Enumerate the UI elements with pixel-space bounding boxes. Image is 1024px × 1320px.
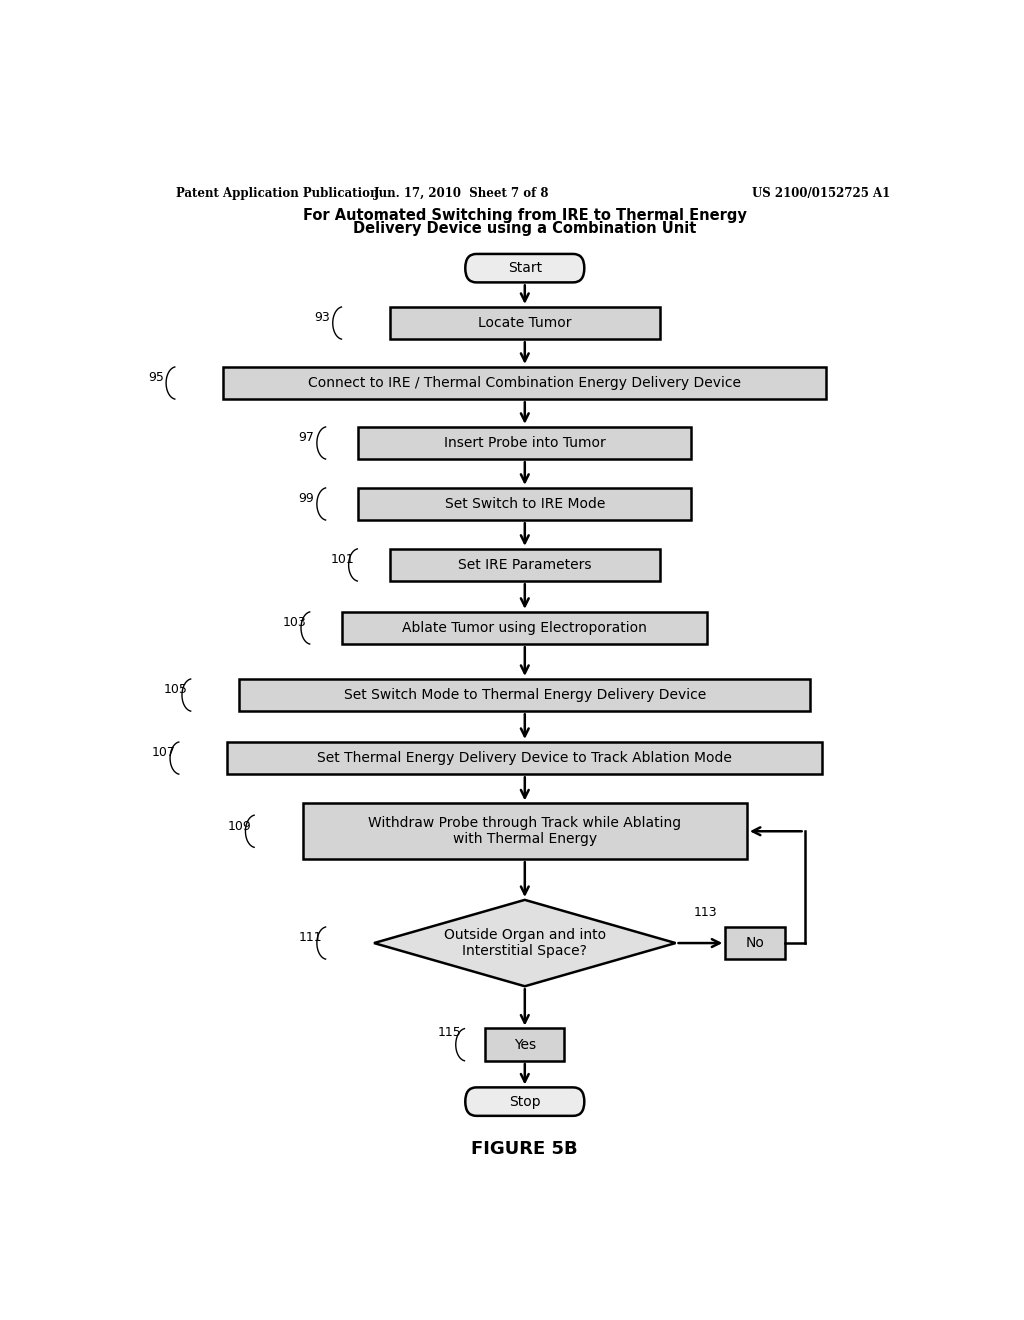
- Text: 103: 103: [283, 616, 306, 630]
- Text: US 2100/0152725 A1: US 2100/0152725 A1: [752, 187, 890, 199]
- FancyBboxPatch shape: [390, 306, 659, 339]
- FancyBboxPatch shape: [240, 678, 811, 711]
- Text: Insert Probe into Tumor: Insert Probe into Tumor: [444, 436, 605, 450]
- Text: 105: 105: [164, 684, 187, 697]
- Text: No: No: [745, 936, 764, 950]
- Text: 113: 113: [693, 906, 717, 919]
- Text: Stop: Stop: [509, 1094, 541, 1109]
- FancyBboxPatch shape: [725, 927, 784, 960]
- Text: FIGURE 5B: FIGURE 5B: [471, 1140, 579, 1159]
- Polygon shape: [374, 900, 676, 986]
- Text: Outside Organ and into
Interstitial Space?: Outside Organ and into Interstitial Spac…: [443, 928, 606, 958]
- Text: Jun. 17, 2010  Sheet 7 of 8: Jun. 17, 2010 Sheet 7 of 8: [374, 187, 549, 199]
- Text: 115: 115: [437, 1026, 461, 1039]
- Text: Withdraw Probe through Track while Ablating
with Thermal Energy: Withdraw Probe through Track while Ablat…: [369, 816, 681, 846]
- Text: 111: 111: [299, 932, 323, 945]
- FancyBboxPatch shape: [223, 367, 826, 399]
- Text: Set Switch Mode to Thermal Energy Delivery Device: Set Switch Mode to Thermal Energy Delive…: [344, 688, 706, 702]
- FancyBboxPatch shape: [227, 742, 822, 775]
- Text: Set Switch to IRE Mode: Set Switch to IRE Mode: [444, 496, 605, 511]
- FancyBboxPatch shape: [358, 426, 691, 459]
- Text: 99: 99: [299, 492, 314, 506]
- Text: 107: 107: [152, 747, 176, 759]
- Text: Delivery Device using a Combination Unit: Delivery Device using a Combination Unit: [353, 222, 696, 236]
- Text: 93: 93: [314, 312, 331, 325]
- Text: 109: 109: [227, 820, 251, 833]
- Text: Connect to IRE / Thermal Combination Energy Delivery Device: Connect to IRE / Thermal Combination Ene…: [308, 376, 741, 389]
- Text: Ablate Tumor using Electroporation: Ablate Tumor using Electroporation: [402, 620, 647, 635]
- FancyBboxPatch shape: [342, 611, 708, 644]
- Text: Yes: Yes: [514, 1038, 536, 1052]
- FancyBboxPatch shape: [358, 487, 691, 520]
- Text: Set IRE Parameters: Set IRE Parameters: [458, 558, 592, 572]
- Text: Patent Application Publication: Patent Application Publication: [176, 187, 378, 199]
- FancyBboxPatch shape: [485, 1028, 564, 1061]
- FancyBboxPatch shape: [390, 549, 659, 581]
- FancyBboxPatch shape: [465, 253, 585, 282]
- Text: 95: 95: [147, 371, 164, 384]
- FancyBboxPatch shape: [465, 1088, 585, 1115]
- Text: 97: 97: [299, 432, 314, 445]
- Text: Start: Start: [508, 261, 542, 275]
- Text: Locate Tumor: Locate Tumor: [478, 315, 571, 330]
- Text: For Automated Switching from IRE to Thermal Energy: For Automated Switching from IRE to Ther…: [303, 209, 746, 223]
- Text: Set Thermal Energy Delivery Device to Track Ablation Mode: Set Thermal Energy Delivery Device to Tr…: [317, 751, 732, 766]
- Text: 101: 101: [331, 553, 354, 566]
- FancyBboxPatch shape: [303, 804, 748, 859]
